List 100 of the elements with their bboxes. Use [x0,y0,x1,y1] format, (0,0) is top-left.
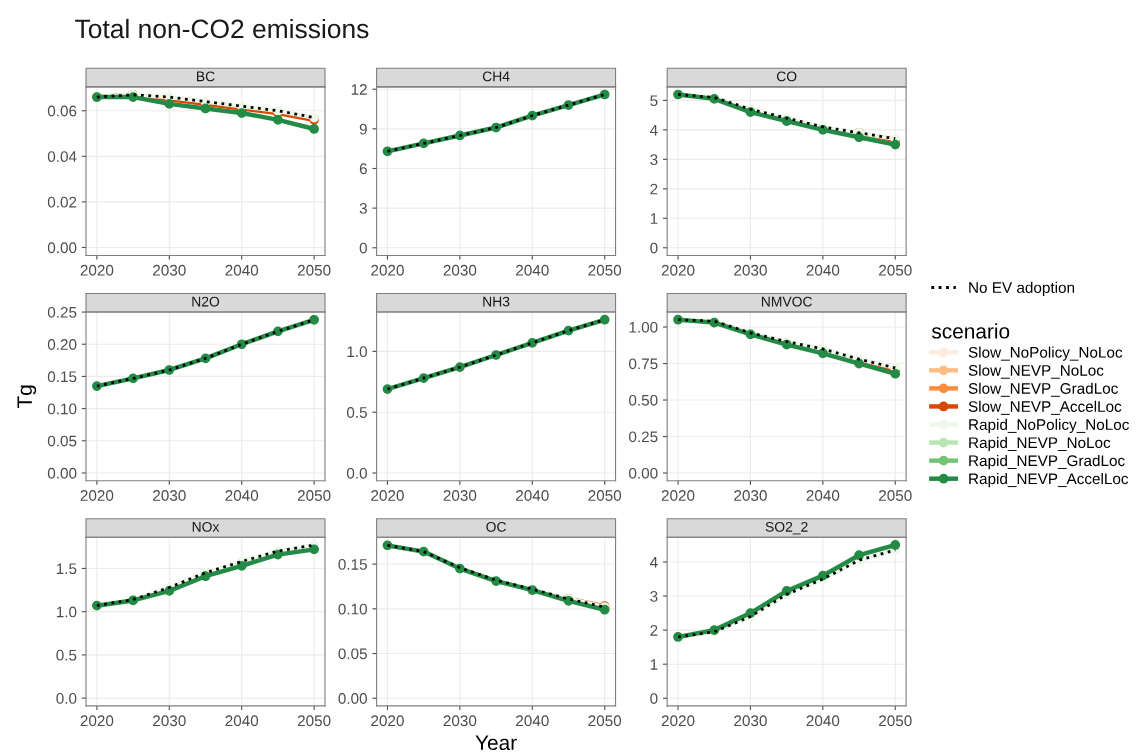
y-tick-label: 0.5 [56,649,77,661]
chart-title: SO2_2 [765,521,808,535]
x-tick-label: 2050 [879,490,912,501]
y-tick-label: 0 [359,242,367,254]
y-tick-label: 0.05 [338,648,367,660]
x-tick-label: 2030 [153,715,186,727]
x-tick-label: 2040 [516,490,549,501]
y-tick-label: 1.00 [629,321,658,333]
y-tick-label: 0.02 [47,196,77,208]
y-tick-label: 0.5 [346,407,367,418]
x-axis-title: Year [475,735,517,751]
text: Total non-CO2 emissions [75,18,369,39]
x-tick-label: 2050 [879,264,912,276]
chart-title: NMVOC [761,296,812,307]
legend-label: Rapid_NEVP_GradLoc [969,454,1125,470]
x-tick-label: 2030 [153,264,186,276]
chart-title: CO [776,71,797,82]
x-tick-label: 2020 [371,490,404,501]
y-tick-label: 5 [650,95,658,107]
point [745,608,756,618]
y-tick-label: 6 [359,163,367,175]
y-tick-label: 4 [650,557,658,568]
legend-label: Slow_NEVP_NoLoc [968,364,1104,379]
y-tick-label: 1 [650,213,658,224]
x-tick-label: 2040 [516,715,549,727]
point [854,550,864,561]
y-tick-label: 1.5 [56,563,77,575]
point [817,570,828,581]
legend-label: Rapid_NEVP_AccelLoc [969,472,1129,488]
y-tick-label: 1.0 [56,606,77,618]
y-tick-label: 3 [650,590,658,602]
chart-title: NOx [192,521,220,532]
point [854,132,864,143]
y-tick-label: 2 [650,183,658,195]
point [236,560,247,571]
x-tick-label: 2030 [734,264,767,276]
x-tick-label: 2050 [879,715,912,727]
chart-title: CH4 [482,71,510,82]
y-tick-label: 0.06 [47,105,77,117]
chart-title: BC [197,71,215,82]
x-tick-label: 2020 [371,715,404,727]
y-tick-label: 3 [359,203,367,214]
y-tick-label: 0.15 [338,559,367,570]
x-tick-label: 2050 [588,264,622,276]
legend-label: Slow_NEVP_GradLoc [968,382,1118,397]
x-tick-label: 2040 [806,715,840,727]
x-tick-label: 2040 [225,264,259,276]
x-tick-label: 2040 [225,715,259,727]
x-tick-label: 2050 [297,490,331,501]
point [817,348,828,359]
y-tick-label: 0 [650,242,658,254]
x-tick-label: 2040 [806,490,840,501]
chart-title: OC [486,521,506,532]
y-tick-label: 0.0 [346,467,367,479]
x-tick-label: 2030 [443,490,477,501]
x-tick-label: 2050 [297,264,331,276]
legend-label: Slow_NoPolicy_NoLoc [968,346,1123,361]
point [309,124,319,134]
y-tick-label: 0.75 [629,358,658,370]
y-tick-label: 9 [359,123,367,135]
point [599,314,610,325]
y-tick-label: 0 [650,693,658,704]
y-tick-label: 0.00 [47,467,77,479]
x-tick-label: 2040 [516,264,549,276]
y-tick-label: 3 [650,154,658,166]
point [164,586,175,596]
x-tick-label: 2050 [588,715,622,727]
y-tick-label: 0.25 [629,431,658,443]
chart-title: NH3 [483,296,510,307]
x-tick-label: 2040 [225,490,259,501]
point [890,540,901,550]
y-tick-label: 0.10 [47,403,77,415]
legend-label: Rapid_NEVP_NoLoc [969,436,1111,452]
point [200,103,211,114]
y-tick-label: 12 [351,84,367,95]
y-tick-label: 0.04 [47,151,77,163]
point [273,115,283,125]
y-tick-label: 4 [650,124,658,136]
x-tick-label: 2020 [661,715,695,727]
y-tick-label: 0.10 [338,603,367,615]
x-tick-label: 2020 [661,490,695,501]
point [236,108,247,118]
point [890,139,901,150]
legend-label: Slow_NEVP_AccelLoc [968,400,1122,415]
chart-title: N2O [192,296,220,307]
legend-label: No EV adoption [969,281,1075,297]
x-tick-label: 2050 [588,490,622,501]
x-tick-label: 2020 [371,264,404,276]
x-tick-label: 2030 [153,490,186,501]
y-axis-title: Tg [17,385,37,409]
point [309,314,319,325]
y-tick-label: 0.05 [47,435,77,447]
y-tick-label: 0.20 [47,339,77,350]
x-tick-label: 2020 [661,264,695,276]
y-tick-label: 0.00 [47,242,77,254]
x-tick-label: 2050 [297,715,331,727]
y-tick-label: 1.0 [347,346,367,358]
x-tick-label: 2020 [80,490,114,501]
x-tick-label: 2030 [443,715,477,727]
legend-label: Rapid_NoPolicy_NoLoc [969,418,1129,434]
